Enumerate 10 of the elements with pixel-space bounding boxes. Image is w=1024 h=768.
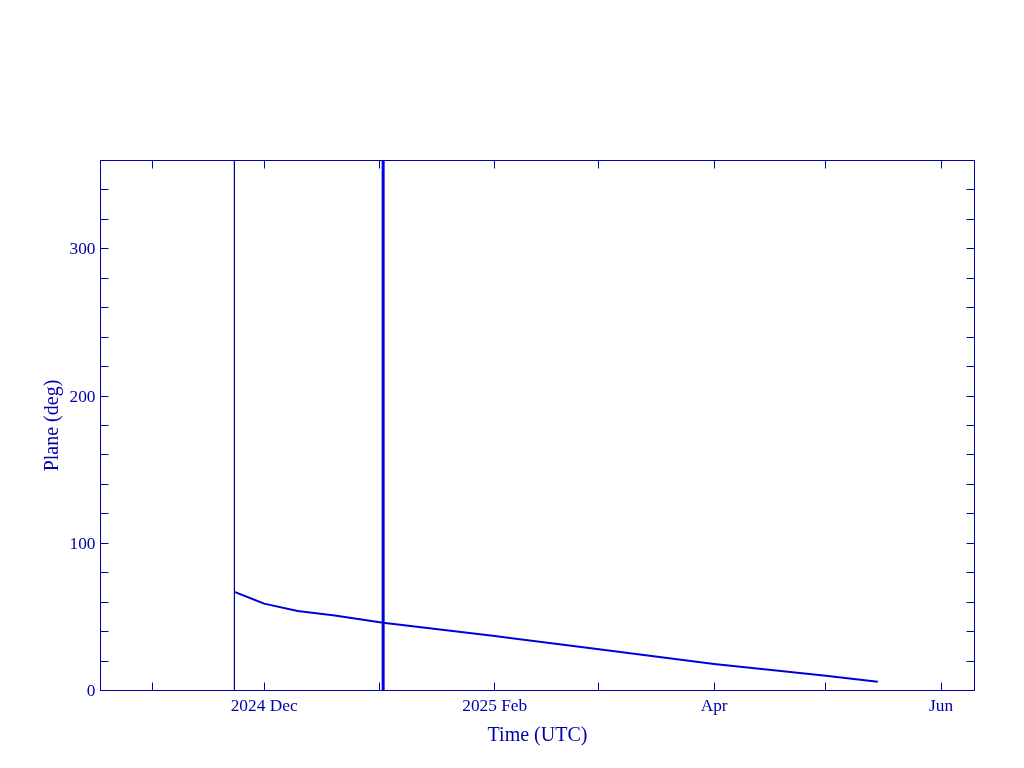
y-tick-label: 300 bbox=[69, 239, 96, 259]
y-tick-label: 100 bbox=[69, 533, 96, 553]
x-tick-label: Jun bbox=[928, 695, 954, 715]
y-tick-label: 200 bbox=[69, 386, 96, 406]
x-tick-label: 2024 Dec bbox=[230, 695, 298, 715]
x-tick-label: Apr bbox=[700, 695, 728, 715]
y-axis-title: Plane (deg) bbox=[39, 379, 63, 472]
x-tick-label: 2025 Feb bbox=[462, 695, 528, 715]
x-axis-title: Time (UTC) bbox=[487, 722, 588, 746]
y-tick-label: 0 bbox=[86, 681, 96, 700]
